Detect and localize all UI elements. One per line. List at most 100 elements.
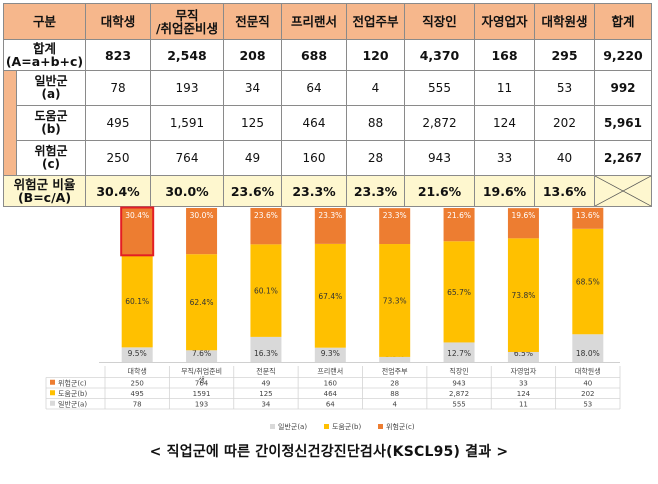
table-value: 764 <box>195 379 209 387</box>
table-cell: 2,548 <box>150 39 224 71</box>
ratio-row: 위험군 비율 (B=c/A) 30.4% 30.0% 23.6% 23.3% 23.3% 21… <box>3 175 652 207</box>
table-cell: 555 <box>404 70 475 106</box>
segment-value-label: 16.3% <box>254 349 278 358</box>
bar-segment <box>314 243 346 348</box>
table-row-swatch <box>50 390 55 396</box>
row-group-indent <box>3 105 17 141</box>
category-label: 자영업자 <box>511 367 537 376</box>
bar-segment <box>121 347 153 362</box>
bar-segment <box>379 356 411 362</box>
segment-value-label: 60.1% <box>125 297 149 306</box>
bar-segment <box>443 241 475 343</box>
bar-segment <box>314 347 346 362</box>
row-label: 위험군 (c) <box>16 140 86 176</box>
table-value: 555 <box>452 400 465 408</box>
chart-legend: 일반군(a) 도움군(b) 위험군(c) <box>270 422 415 431</box>
bar-segment <box>250 208 282 245</box>
table-cell: 53 <box>534 70 595 106</box>
table-cell: 9,220 <box>594 39 652 71</box>
figure-caption: < 직업군에 따른 간이정신건강진단검사(KSCL95) 결과 > <box>149 444 509 460</box>
table-value: 495 <box>131 390 144 398</box>
table-value: 53 <box>583 400 592 408</box>
column-header: 전문직 <box>223 3 282 40</box>
segment-value-label: 23.6% <box>254 211 278 220</box>
row-label: 도움군 (b) <box>16 105 86 141</box>
table-cell: 5,961 <box>594 105 652 141</box>
table-cell: 19.6% <box>474 175 535 207</box>
bar-segment <box>186 208 218 255</box>
table-value: 78 <box>133 400 142 408</box>
table-cell: 495 <box>85 105 151 141</box>
category-label: 전업주부 <box>382 367 408 376</box>
table-cell: 2,267 <box>594 140 652 176</box>
bar-segment <box>572 207 604 229</box>
table-value: 88 <box>390 390 399 398</box>
category-label: 대학원생 <box>575 367 601 376</box>
table-cell: 4,370 <box>404 39 475 71</box>
segment-value-label: 60.1% <box>254 287 278 296</box>
legend-swatch <box>378 424 383 429</box>
bar-segment <box>379 208 411 245</box>
segment-value-label: 21.6% <box>447 211 471 220</box>
bar-segment <box>186 254 218 351</box>
table-value: 202 <box>581 390 594 398</box>
table-cell: 23.3% <box>281 175 347 207</box>
stacked-bar-chart: 9.5% 60.1% 30.4% 7.6% 62.4% 30.0% 16.3% 60.1% 23… <box>45 206 621 431</box>
table-cell: 168 <box>474 39 535 71</box>
table-cell: 1,591 <box>150 105 224 141</box>
segment-value-label: 13.6% <box>576 211 600 220</box>
table-value: 33 <box>519 379 528 387</box>
bar-segment <box>443 342 475 362</box>
table-value: 1591 <box>193 390 211 398</box>
table-cell: 823 <box>85 39 151 71</box>
table-value: 40 <box>583 379 592 387</box>
table-cell: 23.3% <box>346 175 405 207</box>
bar-segment <box>507 238 539 352</box>
table-row: 위험군 (c) 250 764 49 160 28 943 33 40 2,267 <box>3 140 652 176</box>
segment-value-label: 12.7% <box>447 349 471 358</box>
bar-segment <box>507 351 539 362</box>
table-cell: 688 <box>281 39 347 71</box>
chart-bars: 9.5% 60.1% 30.4% 7.6% 62.4% 30.0% 16.3% 60.1% 23… <box>99 206 620 363</box>
row-group-indent <box>3 140 17 176</box>
table-cell: 49 <box>223 140 282 176</box>
table-row-label: 일반군(a) <box>58 399 87 408</box>
legend-label: 일반군(a) <box>278 422 307 431</box>
segment-value-label: 68.5% <box>576 278 600 287</box>
table-value: 124 <box>517 390 531 398</box>
table-row-swatch <box>50 400 55 406</box>
table-cell: 11 <box>474 70 535 106</box>
segment-value-label: 19.6% <box>512 211 536 220</box>
segment-value-label: 6.5% <box>514 349 533 358</box>
bar-segment <box>250 244 282 337</box>
table-value: 160 <box>324 379 337 387</box>
table-cell: 23.6% <box>223 175 282 207</box>
segment-value-label: 30.0% <box>190 211 214 220</box>
table-row-label: 위험군(c) <box>58 379 87 387</box>
table-cell: 78 <box>85 70 151 106</box>
chart-data-table: 위험군(c) 250 764 49 160 28 943 33 40 도움군(b) 495 1591 1… <box>45 366 621 410</box>
segment-value-label: 73.3% <box>383 296 407 305</box>
table-value: 34 <box>261 400 270 408</box>
table-row-swatch <box>50 379 55 385</box>
segment-value-label: 65.7% <box>447 288 471 297</box>
legend-swatch <box>270 424 275 429</box>
row-label: 합계 (A=a+b+c) <box>3 39 86 71</box>
bar-segment <box>250 336 282 362</box>
table-cell: 193 <box>150 70 224 106</box>
table-row: 도움군 (b) 495 1,591 125 464 88 2,872 124 202 5,961 <box>3 105 652 141</box>
segment-value-label: 67.4% <box>318 292 342 301</box>
category-label: 프리랜서 <box>317 367 343 376</box>
table-row-label: 도움군(b) <box>58 390 87 398</box>
segment-value-label: 9.5% <box>128 349 147 358</box>
bar-segment <box>379 244 411 357</box>
chart-category-labels: 대학생 무직/취업준비생 전문직 프리랜서 전업주부 직장인 자영업자 대학원생 <box>128 367 601 385</box>
table-value: 2,872 <box>449 390 469 398</box>
category-label: 대학생 <box>128 367 147 376</box>
table-cell: 120 <box>346 39 405 71</box>
table-cell: 124 <box>474 105 535 141</box>
legend-swatch <box>324 424 329 429</box>
legend-label: 도움군(b) <box>332 423 361 431</box>
bar-segment <box>572 334 604 362</box>
table-corner-header: 구분 <box>3 3 86 40</box>
